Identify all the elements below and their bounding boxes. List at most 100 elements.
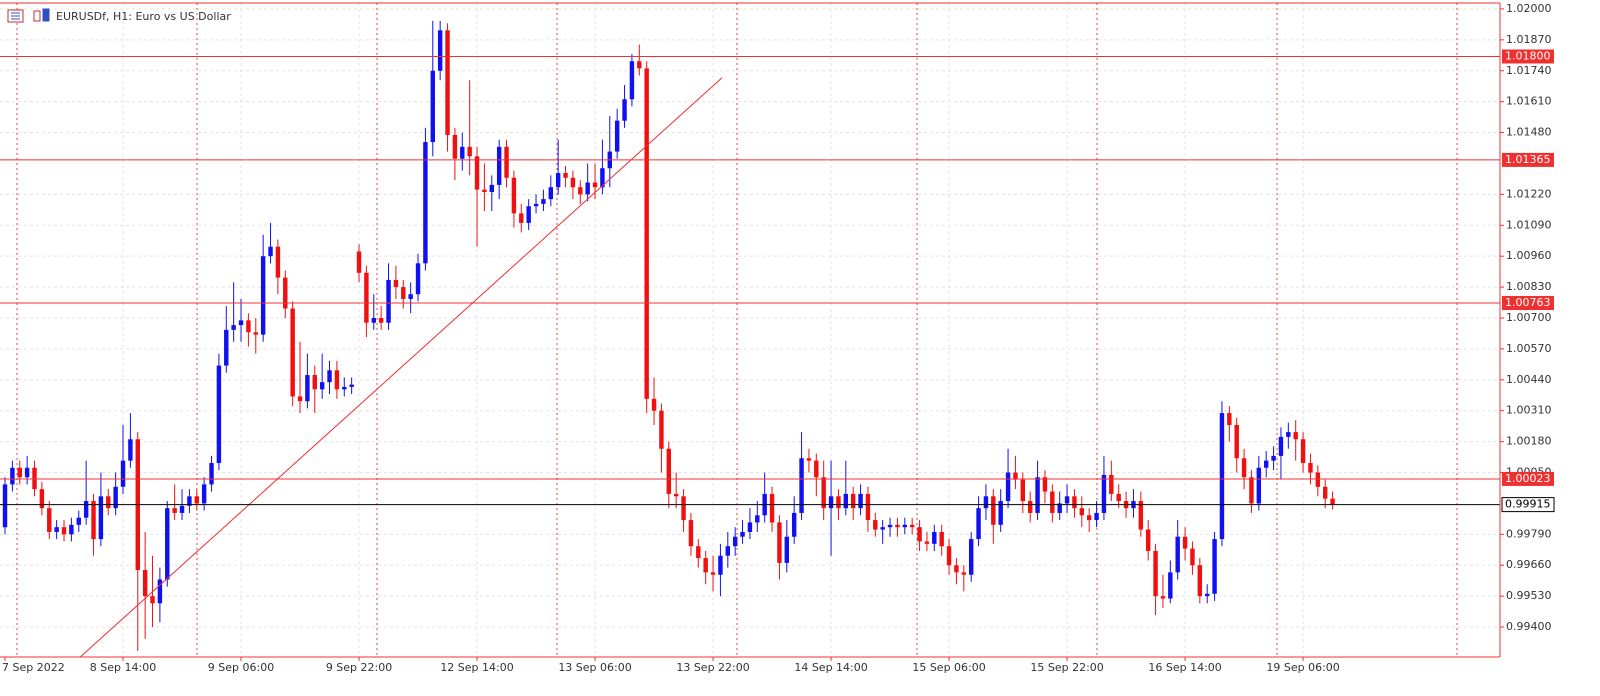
candle-body (1160, 596, 1166, 599)
candle-body (1116, 493, 1121, 502)
candle-body (511, 177, 517, 214)
candle-body (1182, 536, 1188, 549)
candle-body (194, 496, 199, 504)
candle-body (172, 508, 177, 513)
candle-body (319, 382, 325, 390)
candle-body (356, 251, 362, 273)
y-tick-label: 1.01220 (1506, 187, 1552, 200)
y-tick-label: 1.01870 (1506, 33, 1552, 46)
x-tick-label: 8 Sep 14:00 (90, 661, 156, 674)
y-tick-label: 1.02000 (1506, 2, 1552, 15)
x-tick-label: 13 Sep 06:00 (558, 661, 631, 674)
candle-body (777, 522, 782, 563)
candle-body (445, 30, 450, 135)
candle-body (696, 546, 701, 559)
candle-body (976, 508, 981, 540)
candle-body (98, 496, 104, 540)
candle-body (954, 565, 959, 573)
y-tick-label: 1.00180 (1506, 435, 1552, 448)
candle-body (519, 213, 524, 223)
x-tick-label: 15 Sep 06:00 (912, 661, 985, 674)
candle-body (489, 184, 495, 192)
x-tick-label: 19 Sep 06:00 (1266, 661, 1339, 674)
candle-body (1079, 508, 1085, 516)
candle-body (725, 546, 731, 556)
candle-body (142, 569, 148, 597)
y-tick-label: 1.01740 (1506, 64, 1552, 77)
candle-body (224, 329, 229, 366)
candle-body (386, 279, 391, 323)
candle-body (334, 370, 340, 390)
candle-body (401, 287, 406, 299)
y-tick-label: 1.01480 (1506, 126, 1552, 139)
candle-body (76, 517, 81, 525)
candle-body (246, 320, 251, 333)
candle-body (895, 524, 900, 528)
level-label: 1.01800 (1505, 49, 1551, 62)
candle-body (850, 493, 856, 509)
candle-body (1300, 439, 1306, 464)
candle-body (1042, 477, 1048, 492)
candle-body (917, 527, 922, 542)
candle-body (703, 558, 708, 573)
candle-body (106, 496, 111, 509)
candle-body (260, 256, 266, 335)
candle-body (673, 493, 679, 497)
candle-body (681, 496, 686, 521)
candle-body (275, 246, 281, 278)
candle-body (297, 396, 303, 402)
candle-body (452, 134, 458, 159)
level-label: 1.01365 (1505, 153, 1551, 166)
y-tick-label: 1.01090 (1506, 218, 1552, 231)
candle-body (437, 30, 443, 71)
candle-body (629, 61, 635, 100)
candle-body (1020, 479, 1026, 502)
candle-body (548, 187, 554, 200)
x-tick-label: 7 Sep 2022 (2, 661, 65, 674)
y-tick-label: 1.00960 (1506, 249, 1552, 262)
candle-body (305, 375, 310, 402)
candle-body (533, 203, 539, 207)
candle-body (253, 332, 258, 335)
candle-body (799, 458, 804, 513)
level-label-box (1502, 152, 1554, 167)
candle-body (120, 460, 126, 487)
candle-body (408, 294, 413, 299)
x-tick-label: 9 Sep 22:00 (326, 661, 392, 674)
candle-body (393, 279, 399, 288)
candle-body (1271, 455, 1276, 461)
level-label-box (1502, 49, 1554, 64)
candle-body (1197, 565, 1203, 597)
candle-body (1219, 413, 1225, 540)
candle-body (585, 182, 590, 195)
candle-body (165, 508, 170, 580)
candle-body (1005, 472, 1011, 502)
candle-body (828, 496, 834, 509)
grid (0, 3, 1500, 657)
candle-body (2, 484, 8, 528)
candle-body (364, 272, 369, 323)
level-label: 1.00763 (1505, 296, 1551, 309)
candle-body (1212, 539, 1217, 594)
level-label-box (1502, 296, 1554, 311)
y-tick-label: 1.00700 (1506, 311, 1552, 324)
candle-body (946, 546, 952, 566)
candle-body (873, 520, 878, 530)
candle-body (10, 467, 15, 485)
candle-body (1050, 491, 1055, 513)
level-label: 1.00023 (1505, 472, 1551, 485)
candle-body (747, 522, 753, 532)
candle-body (69, 524, 74, 535)
icon-candle (33, 10, 41, 22)
candle-body (821, 477, 826, 509)
candle-body (526, 206, 531, 223)
candle-body (290, 308, 295, 397)
candle-body (1094, 512, 1099, 521)
overlays (0, 55, 1500, 658)
candle-body (983, 496, 989, 509)
level-label-box (1502, 471, 1554, 486)
candle-body (1138, 501, 1144, 530)
candle-body (179, 505, 185, 513)
candle-body (24, 467, 30, 478)
